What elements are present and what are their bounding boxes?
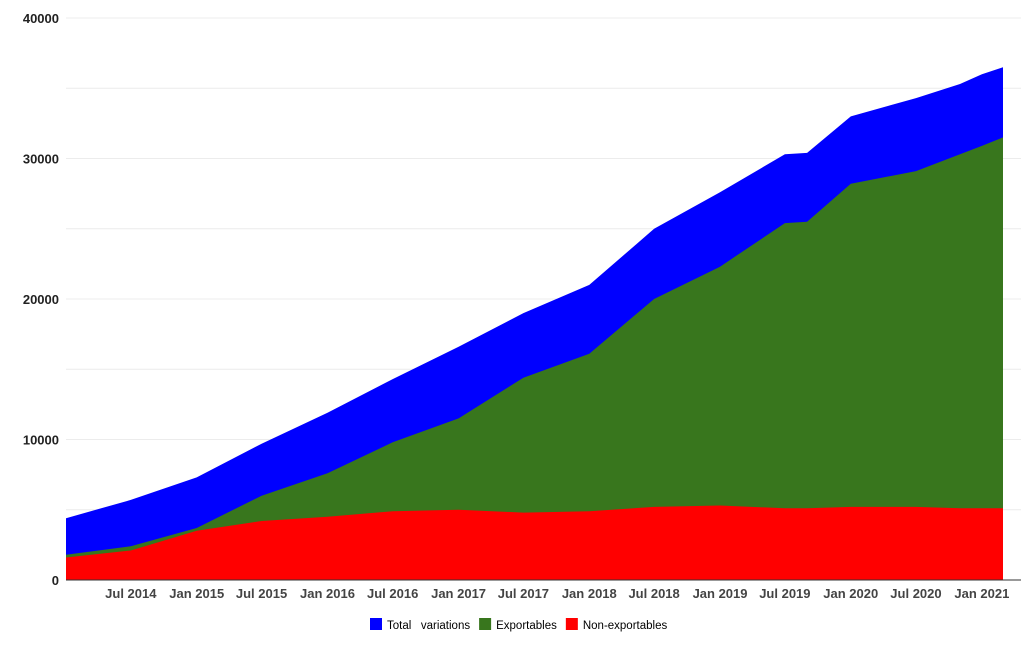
y-tick-label: 20000 bbox=[23, 292, 59, 307]
area-non-exportables bbox=[66, 505, 1003, 580]
x-tick-label: Jul 2020 bbox=[890, 586, 941, 601]
x-tick-label: Jul 2018 bbox=[628, 586, 679, 601]
y-tick-label: 40000 bbox=[23, 11, 59, 26]
x-tick-label: Jan 2017 bbox=[431, 586, 486, 601]
x-tick-label: Jan 2015 bbox=[169, 586, 224, 601]
x-tick-label: Jan 2019 bbox=[693, 586, 748, 601]
x-tick-label: Jan 2020 bbox=[823, 586, 878, 601]
legend: Total variations Exportables Non-exportabl… bbox=[370, 618, 667, 632]
legend-swatch bbox=[565, 618, 578, 630]
y-tick-label: 10000 bbox=[23, 433, 59, 448]
y-tick-label: 0 bbox=[52, 573, 59, 588]
legend-label: Total variations bbox=[387, 620, 470, 632]
series-areas bbox=[66, 67, 1003, 580]
legend-label: Non-exportables bbox=[583, 620, 668, 632]
x-axis-ticks: Jul 2014 Jan 2015 Jul 2015 Jan 2016 Jul 2016… bbox=[105, 586, 1009, 601]
x-tick-label: Jul 2015 bbox=[236, 586, 287, 601]
x-tick-label: Jul 2019 bbox=[759, 586, 810, 601]
legend-swatch bbox=[479, 618, 492, 630]
x-tick-label: Jul 2017 bbox=[498, 586, 549, 601]
x-tick-label: Jan 2018 bbox=[562, 586, 617, 601]
x-tick-label: Jul 2014 bbox=[105, 586, 157, 601]
y-axis-ticks: 0 10000 20000 30000 40000 bbox=[23, 11, 59, 588]
x-tick-label: Jan 2021 bbox=[954, 586, 1009, 601]
x-tick-label: Jan 2016 bbox=[300, 586, 355, 601]
y-tick-label: 30000 bbox=[23, 152, 59, 167]
legend-label: Exportables bbox=[496, 620, 557, 632]
x-tick-label: Jul 2016 bbox=[367, 586, 418, 601]
legend-swatch bbox=[370, 618, 382, 630]
area-exportables bbox=[66, 137, 1003, 580]
